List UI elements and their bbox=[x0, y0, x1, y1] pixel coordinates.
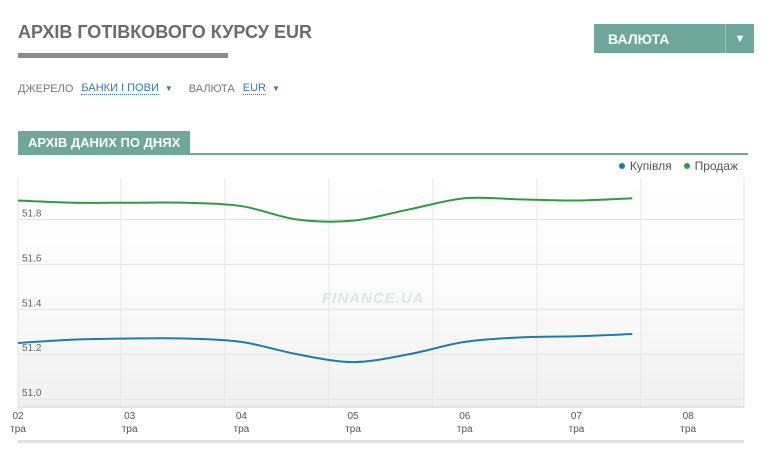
x-tick-label-month: тра bbox=[345, 424, 361, 435]
x-tick-label-day: 07 bbox=[571, 411, 583, 422]
x-tick-label-month: тра bbox=[10, 424, 26, 435]
source-label: ДЖЕРЕЛО bbox=[18, 82, 74, 95]
series-line-sell bbox=[17, 196, 633, 223]
legend-item-buy[interactable]: Купівля bbox=[618, 159, 672, 173]
x-tick-label-day: 03 bbox=[124, 411, 136, 422]
caret-down-icon[interactable]: ▼ bbox=[271, 84, 280, 93]
legend-label-buy: Купівля bbox=[629, 159, 672, 173]
y-tick-label: 51.6 bbox=[22, 253, 42, 264]
chart-legend: Купівля Продаж bbox=[607, 159, 738, 173]
watermark-logo: FINANCE.UA bbox=[322, 290, 425, 307]
chevron-down-icon[interactable]: ▼ bbox=[725, 24, 754, 53]
y-tick-label: 51.4 bbox=[22, 298, 42, 309]
x-tick-label-day: 04 bbox=[236, 411, 248, 422]
source-select[interactable]: БАНКИ І ПОВИ bbox=[81, 82, 159, 95]
filters-bar: ДЖЕРЕЛО БАНКИ І ПОВИ ▼ ВАЛЮТА EUR ▼ bbox=[18, 82, 296, 95]
chart-scrollbar[interactable] bbox=[18, 440, 744, 443]
currency-dropdown-button[interactable]: ВАЛЮТА ▼ bbox=[594, 24, 754, 53]
currency-button-label: ВАЛЮТА bbox=[608, 30, 670, 47]
caret-down-icon[interactable]: ▼ bbox=[164, 84, 173, 93]
y-tick-label: 51.0 bbox=[22, 388, 42, 399]
x-tick-label-day: 02 bbox=[12, 411, 24, 422]
series-line-buy bbox=[17, 333, 633, 364]
legend-dot-buy bbox=[618, 163, 625, 169]
x-tick-label-month: тра bbox=[569, 424, 585, 435]
title-underline bbox=[18, 53, 228, 58]
x-tick-label-month: тра bbox=[680, 424, 696, 435]
section-tab-daily-archive: АРХІВ ДАНИХ ПО ДНЯХ bbox=[18, 131, 191, 153]
x-tick-label-month: тра bbox=[457, 424, 473, 435]
currency-label: ВАЛЮТА bbox=[188, 82, 235, 95]
x-tick-label-day: 08 bbox=[683, 411, 695, 422]
x-tick-label-day: 06 bbox=[459, 411, 471, 422]
x-tick-label-day: 05 bbox=[348, 411, 360, 422]
y-tick-label: 51.2 bbox=[22, 343, 42, 354]
x-tick-label-month: тра bbox=[234, 424, 250, 435]
section-divider bbox=[18, 153, 748, 155]
legend-label-sell: Продаж bbox=[694, 159, 738, 173]
x-tick-label-month: тра bbox=[122, 424, 138, 435]
legend-item-sell[interactable]: Продаж bbox=[683, 159, 738, 173]
legend-dot-sell bbox=[683, 163, 690, 169]
currency-select[interactable]: EUR bbox=[242, 82, 266, 95]
page-title: АРХІВ ГОТІВКОВОГО КУРСУ EUR bbox=[18, 22, 312, 42]
y-tick-label: 51.8 bbox=[22, 209, 42, 220]
